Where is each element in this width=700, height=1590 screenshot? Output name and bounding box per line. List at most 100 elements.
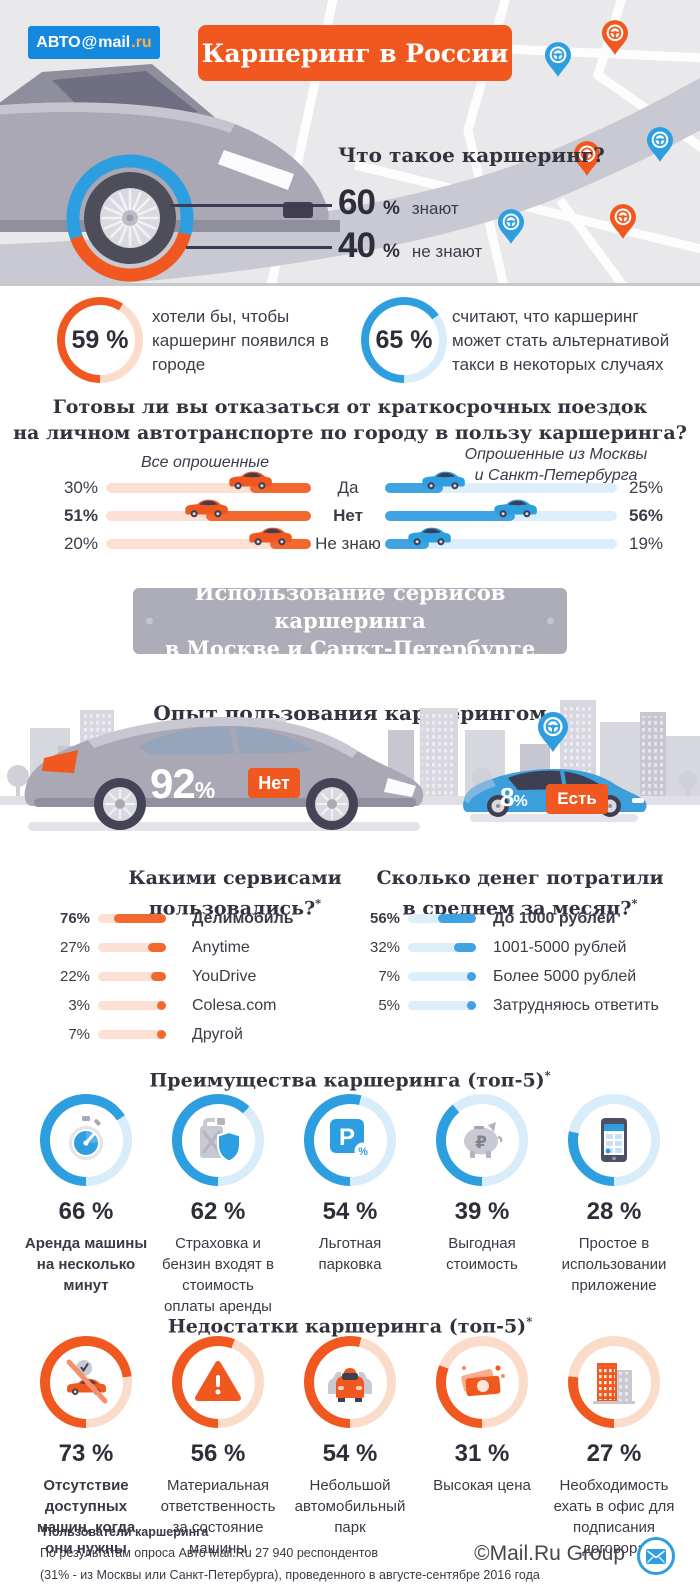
left-percent: 30% [63,478,98,497]
yes-experience-value: 8% [500,782,528,812]
logo-auto: АВТО [36,33,81,51]
car-shadow [470,814,638,822]
avto-mailru-logo: АВТО @ mail .ru [28,26,160,59]
services-heading: Какими сервисами пользовались?* [128,867,342,920]
fact-text: считают, что каршеринг может стать альте… [452,307,670,374]
awareness-know-row: 60 % знают [338,183,459,223]
group-label-all: Все опрошенные [141,454,269,471]
service-row: 3% Colesa.com [68,996,277,1015]
page-title: Каршеринг в России [201,38,509,68]
decorative-dot [211,49,218,57]
know-label: знают [411,199,459,218]
parking-icon: P % [330,1119,372,1160]
bar-all-no [106,511,311,521]
spend-heading: Сколько денег потратили в среднем за мес… [376,867,664,920]
disadvantage-card: 56 % Материальная ответственность за сос… [152,1336,284,1559]
no-car-icon [66,1359,108,1404]
awareness-dontknow-row: 40 % не знают [338,226,482,266]
progress-ring [568,1094,660,1186]
pointer-line [186,246,332,249]
dontknow-unit: % [382,241,400,262]
hero-section: АВТО @ mail .ru Каршеринг в России Что тако… [0,0,700,286]
bar-mskspb-dontknow [385,539,617,549]
services-bar-chart: 76% Делимобиль 27% Anytime 22% YouDrive … [60,904,360,1049]
advantage-card: P % 54 % Льготная парковка [284,1094,416,1317]
progress-ring [304,1336,396,1428]
car-shadow [28,822,420,831]
decorative-dot [492,49,499,57]
progress-ring: ₽ [436,1094,528,1186]
map-pin-steering-wheel-icon [538,712,568,752]
question-row-no: 51% Нет 56% [0,502,700,530]
fact-value: 59 % [65,305,135,375]
disadvantages-cards: 73 % Отсутствие доступных машин, когда о… [0,1336,700,1559]
decorative-dot [547,617,554,625]
car-icon [183,498,229,518]
question-row-yes: 30% Да 25% [0,474,700,502]
piggy-bank-icon: ₽ [464,1122,503,1158]
spend-row: 7% Более 5000 рублей [378,967,637,986]
spend-row: 56% До 1000 рублей [370,909,616,928]
right-percent: 25% [629,478,664,497]
map-pin-steering-wheel-icon [610,204,636,239]
question-title-line1: Готовы ли вы отказаться от краткосрочных… [52,396,648,418]
car-icon [247,526,293,546]
progress-ring [40,1336,132,1428]
svg-text:%: % [358,1146,368,1158]
fact-donut-65: 65 % [361,297,447,383]
bar-all-dontknow [106,539,311,549]
map-pin-steering-wheel-icon [647,127,673,162]
advantage-card: 66 % Аренда машины на несколько минут [20,1094,152,1317]
left-percent: 51% [63,506,98,525]
advantage-card: 28 % Простое в использовании приложение [548,1094,680,1317]
bar-mskspb-yes [385,483,617,493]
mailru-envelope-icon [637,1537,675,1575]
stopwatch-icon [69,1116,103,1160]
question-row-dontknow: 20% Не знаю 19% [0,530,700,558]
wheel-ring-dontknow-arc [66,154,194,282]
no-tag: Нет [248,768,300,798]
service-row: 7% Другой [68,1025,243,1044]
car-icon [492,498,538,518]
mailru-group-copyright: ©Mail.Ru Group [474,1542,625,1565]
advantage-card: ₽ 39 % Выгодная стоимость [416,1094,548,1317]
progress-ring [40,1094,132,1186]
usage-banner: Использование сервисов каршеринга в Моск… [133,580,567,661]
answer-label: Да [337,478,359,497]
disadvantages-heading: Недостатки каршеринга (топ-5)* [167,1314,533,1338]
car-icon [227,470,273,490]
right-percent: 56% [629,506,664,525]
fact-donut-59: 59 % [57,297,143,383]
footnote-line1: *Пользователи каршеринга [40,1524,209,1540]
money-icon [461,1365,505,1397]
advantages-cards: 66 % Аренда машины на несколько минут 62… [0,1094,700,1317]
bar-all-yes [106,483,311,493]
car-illustration [0,64,340,282]
title-banner: Каршеринг в России [198,25,512,81]
know-unit: % [382,198,400,219]
group-label-msk-spb: Опрошенные из Москвы и Санкт-Петербурга [464,446,648,484]
progress-ring [172,1336,264,1428]
svg-text:P: P [339,1124,355,1151]
left-percent: 20% [63,534,98,553]
dontknow-label: не знают [411,242,483,261]
car-icon [420,470,466,490]
know-value: 60 [338,183,376,222]
fact-text: хотели бы, чтобы каршеринг появился в го… [152,307,329,374]
spend-row: 32% 1001-5000 рублей [370,938,627,957]
spend-row: 5% Затрудняюсь ответить [378,996,659,1015]
spend-bar-chart: 56% До 1000 рублей 32% 1001-5000 рублей … [370,904,690,1020]
bar-mskspb-no [385,511,617,521]
office-building-icon [593,1363,635,1404]
big-gray-car-illustration [24,717,424,830]
map-pin-steering-wheel-icon [602,20,628,55]
advantage-card: 62 % Страховка и бензин входят в стоимос… [152,1094,284,1317]
question-bar-chart: 30% Да 25% 51% Нет 56% [0,474,700,558]
footnote-line2: По результатам опроса Авто Mail.Ru 27 94… [40,1546,378,1560]
advantages-heading: Преимущества каршеринга (топ-5)* [149,1068,551,1092]
disadvantage-card: 73 % Отсутствие доступных машин, когда о… [20,1336,152,1559]
logo-ru: .ru [131,33,152,51]
no-experience-value: 92% [150,760,215,807]
svg-text:₽: ₽ [475,1133,487,1153]
